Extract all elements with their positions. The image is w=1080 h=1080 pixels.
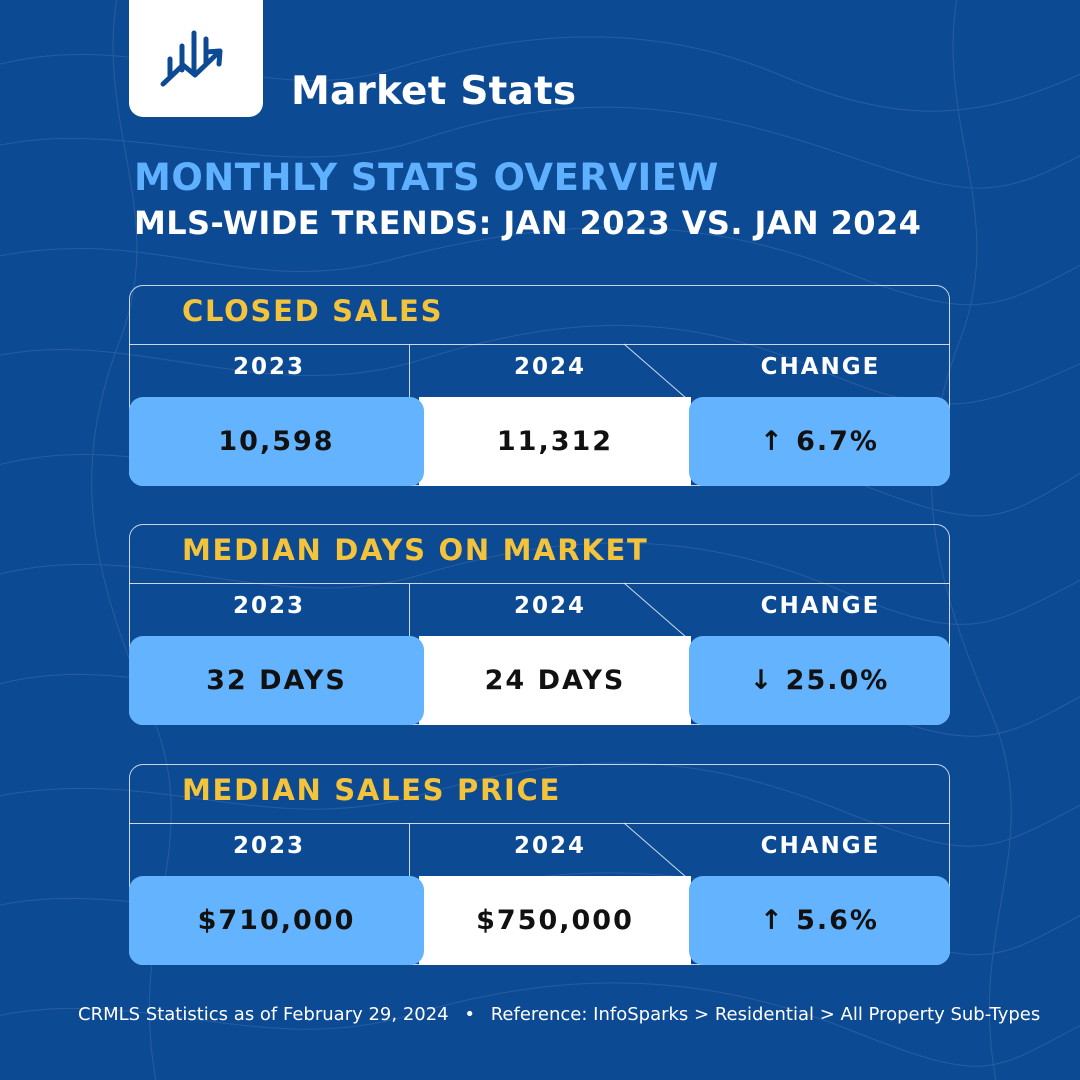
column-divider: [409, 344, 410, 397]
bar-chart-trend-icon: [160, 30, 223, 86]
trends-subheading: MLS-WIDE TRENDS: JAN 2023 VS. JAN 2024: [134, 204, 922, 242]
reference-text: Reference: InfoSparks > Residential > Al…: [490, 1004, 1041, 1025]
column-divider: [409, 583, 410, 636]
logo-badge: [129, 0, 263, 117]
change-label: CHANGE: [760, 354, 881, 380]
sales-price-change-value: ↑ 5.6%: [689, 876, 950, 965]
card-title: MEDIAN SALES PRICE: [182, 773, 562, 807]
change-label: CHANGE: [760, 833, 881, 859]
card-title: CLOSED SALES: [182, 294, 444, 328]
median-days-on-market-card: MEDIAN DAYS ON MARKET 2023 2024 CHANGE 3…: [129, 524, 950, 725]
sales-price-2024-value: $750,000: [419, 876, 691, 965]
year-2024-label: 2024: [513, 593, 586, 619]
diagonal-divider: [623, 822, 687, 878]
statistics-date-text: CRMLS Statistics as of February 29, 2024: [78, 1004, 449, 1025]
card-title: MEDIAN DAYS ON MARKET: [182, 533, 649, 567]
header-divider: [129, 583, 950, 584]
median-sales-price-card: MEDIAN SALES PRICE 2023 2024 CHANGE $710…: [129, 764, 950, 965]
diagonal-divider: [623, 343, 687, 399]
brand-title: Market Stats: [291, 69, 577, 114]
days-on-market-2023-value: 32 DAYS: [129, 636, 424, 725]
closed-sales-card: CLOSED SALES 2023 2024 CHANGE 10,598 11,…: [129, 285, 950, 486]
closed-sales-2023-value: 10,598: [129, 397, 424, 486]
closed-sales-2024-value: 11,312: [419, 397, 691, 486]
days-on-market-change-value: ↓ 25.0%: [689, 636, 950, 725]
year-2024-label: 2024: [513, 833, 586, 859]
sales-price-2023-value: $710,000: [129, 876, 424, 965]
header-divider: [129, 344, 950, 345]
header-divider: [129, 823, 950, 824]
year-2023-label: 2023: [232, 593, 305, 619]
column-divider: [409, 823, 410, 876]
footer-separator: •: [464, 1004, 475, 1025]
overview-heading: MONTHLY STATS OVERVIEW: [134, 156, 719, 199]
change-label: CHANGE: [760, 593, 881, 619]
days-on-market-2024-value: 24 DAYS: [419, 636, 691, 725]
year-2023-label: 2023: [232, 833, 305, 859]
footer-source-note: CRMLS Statistics as of February 29, 2024…: [78, 999, 1041, 1031]
closed-sales-change-value: ↑ 6.7%: [689, 397, 950, 486]
diagonal-divider: [623, 582, 687, 638]
year-2024-label: 2024: [513, 354, 586, 380]
year-2023-label: 2023: [232, 354, 305, 380]
